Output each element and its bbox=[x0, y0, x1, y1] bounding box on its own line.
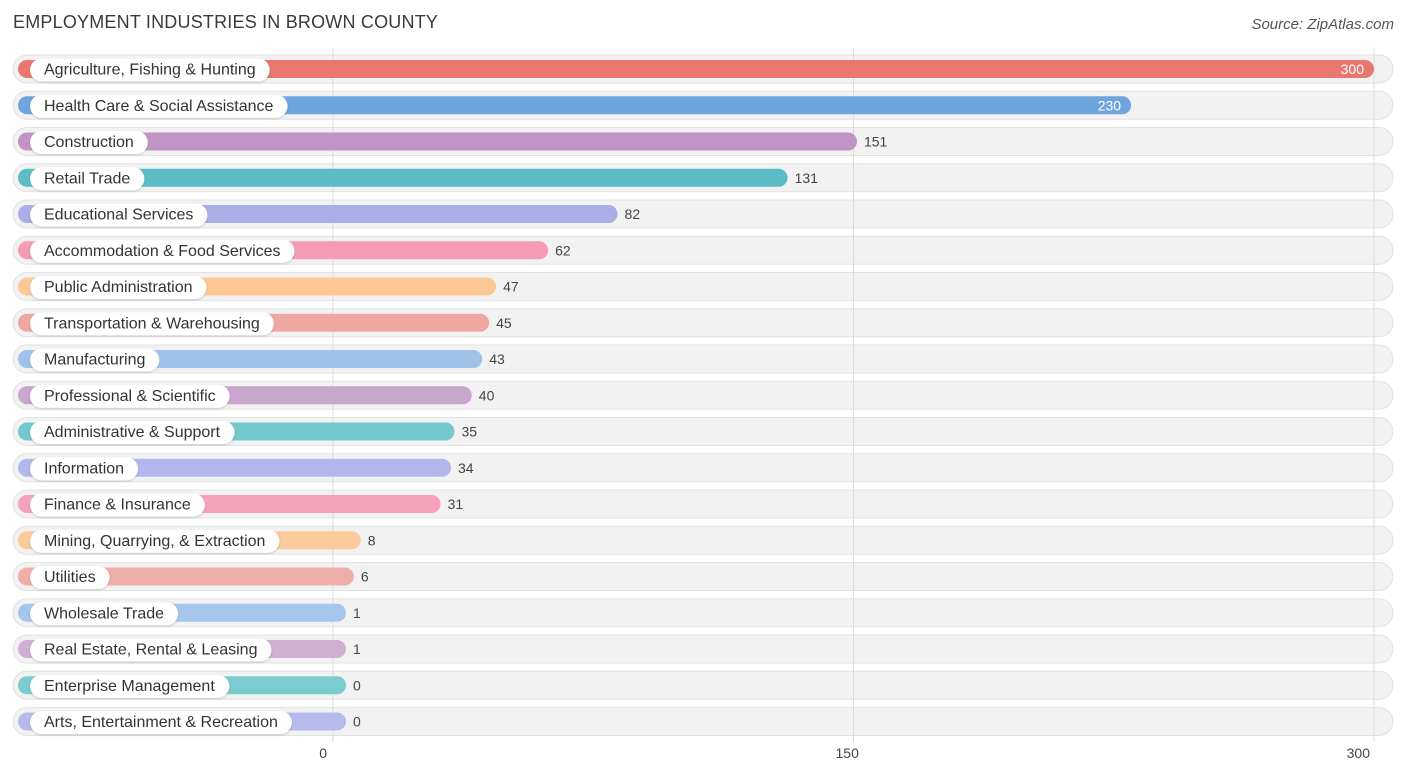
category-label-pill bbox=[30, 529, 280, 553]
bars: Agriculture, Fishing & Hunting 300 Health … bbox=[18, 58, 1374, 734]
tick-label: 0 bbox=[319, 745, 327, 761]
chart-title: EMPLOYMENT INDUSTRIES IN BROWN COUNTY bbox=[13, 12, 439, 32]
tick-label: 150 bbox=[836, 745, 860, 761]
category-label-pill bbox=[30, 203, 208, 227]
value-label: 230 bbox=[1098, 97, 1122, 113]
value-label: 82 bbox=[625, 206, 641, 222]
category-label: Real Estate, Rental & Leasing bbox=[44, 642, 257, 659]
category-label: Wholesale Trade bbox=[44, 605, 164, 622]
category-label-pill bbox=[30, 602, 179, 626]
category-label-pill bbox=[30, 348, 160, 372]
category-label-pill bbox=[30, 638, 272, 662]
row-track bbox=[12, 562, 1394, 591]
category-label: Professional & Scientific bbox=[44, 388, 216, 405]
value-label: 0 bbox=[353, 677, 361, 693]
value-label: 300 bbox=[1341, 61, 1365, 77]
category-label-pill bbox=[30, 421, 235, 444]
category-label-pill bbox=[30, 711, 292, 734]
value-label: 6 bbox=[361, 569, 369, 585]
bar bbox=[18, 132, 857, 151]
category-label: Utilities bbox=[44, 569, 96, 586]
tick-label: 300 bbox=[1347, 745, 1371, 761]
category-label: Arts, Entertainment & Recreation bbox=[44, 714, 278, 731]
value-label: 62 bbox=[555, 242, 571, 258]
category-label-pill bbox=[30, 167, 145, 191]
category-label: Accommodation & Food Services bbox=[44, 243, 281, 260]
value-label: 8 bbox=[368, 532, 376, 548]
row-track bbox=[12, 525, 1394, 555]
category-label: Enterprise Management bbox=[44, 678, 215, 695]
bar bbox=[18, 168, 788, 187]
bar bbox=[18, 60, 1374, 78]
category-label-pill bbox=[30, 566, 110, 589]
category-label-pill bbox=[30, 384, 230, 408]
row-track bbox=[12, 598, 1394, 628]
value-label: 0 bbox=[353, 714, 361, 730]
category-label: Administrative & Support bbox=[44, 424, 221, 441]
value-label: 47 bbox=[503, 279, 519, 295]
x-axis: 0 150 300 bbox=[319, 745, 1370, 761]
category-label: Manufacturing bbox=[44, 352, 145, 369]
chart-source: Source: ZipAtlas.com bbox=[1251, 16, 1394, 33]
value-label: 43 bbox=[489, 351, 505, 367]
category-label: Mining, Quarrying, & Extraction bbox=[44, 533, 265, 550]
category-label: Information bbox=[44, 460, 124, 477]
bar bbox=[18, 96, 1132, 115]
row-track bbox=[12, 634, 1394, 664]
value-label: 151 bbox=[864, 134, 888, 150]
category-label: Educational Services bbox=[44, 207, 193, 224]
value-label: 131 bbox=[795, 170, 819, 186]
value-label: 40 bbox=[479, 387, 495, 403]
category-label-pill bbox=[30, 94, 288, 118]
category-label: Public Administration bbox=[44, 279, 193, 296]
category-label-pill bbox=[30, 457, 139, 481]
row-track bbox=[12, 707, 1394, 736]
value-label: 1 bbox=[353, 641, 361, 657]
category-label-pill bbox=[30, 674, 230, 698]
category-label-pill bbox=[30, 312, 274, 336]
category-label: Transportation & Warehousing bbox=[44, 315, 260, 332]
value-label: 1 bbox=[353, 605, 361, 621]
value-label: 34 bbox=[458, 460, 474, 476]
category-label-pill bbox=[30, 493, 205, 517]
value-label: 45 bbox=[496, 315, 512, 331]
category-label-pill bbox=[30, 58, 270, 82]
category-label: Health Care & Social Assistance bbox=[44, 98, 274, 115]
value-label: 31 bbox=[448, 496, 464, 512]
category-label-pill bbox=[30, 239, 295, 263]
category-label-pill bbox=[30, 131, 148, 154]
category-label-pill bbox=[30, 276, 207, 299]
value-label: 35 bbox=[461, 424, 477, 440]
category-label: Agriculture, Fishing & Hunting bbox=[44, 62, 256, 79]
category-label: Retail Trade bbox=[44, 170, 130, 187]
category-label: Construction bbox=[44, 134, 134, 151]
category-label: Finance & Insurance bbox=[44, 497, 191, 514]
row-track bbox=[12, 670, 1394, 700]
